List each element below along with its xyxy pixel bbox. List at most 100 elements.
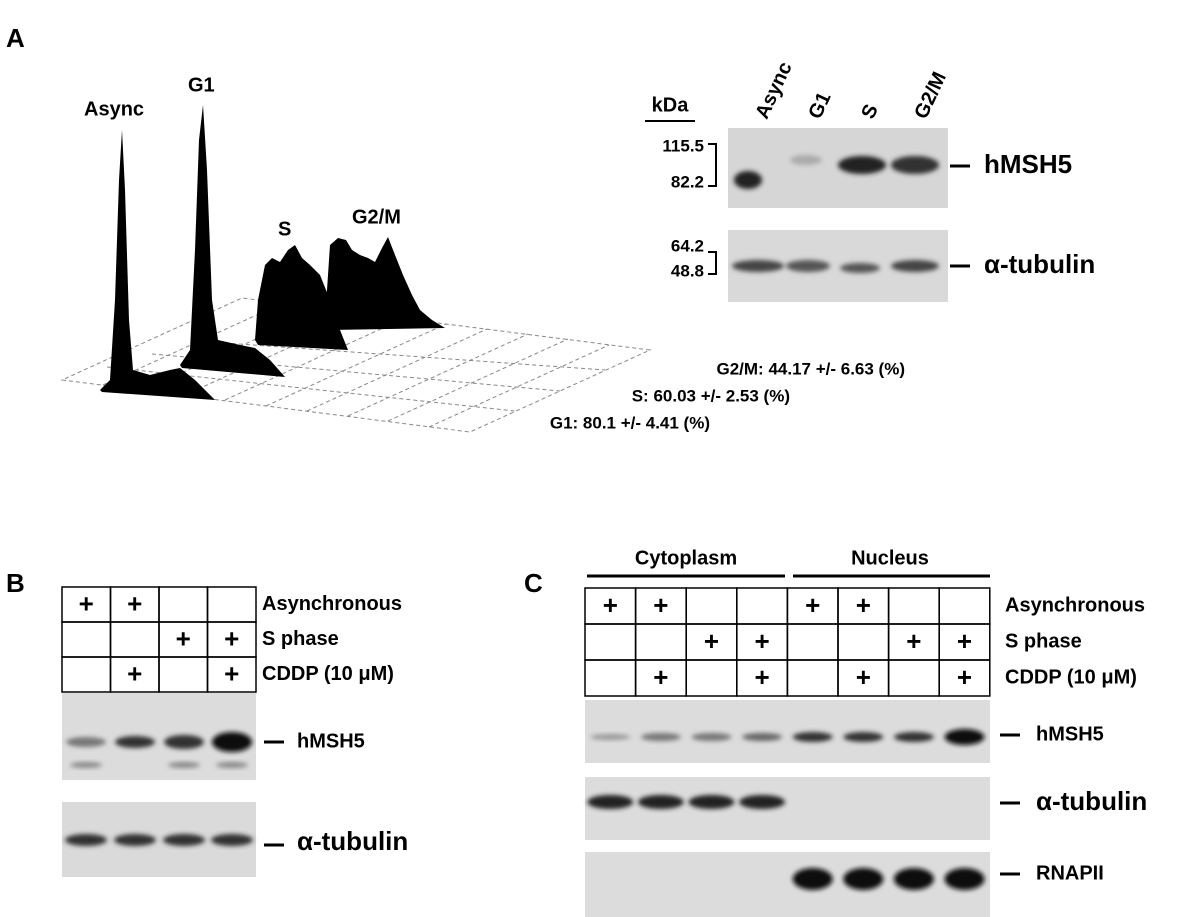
band xyxy=(65,834,107,846)
table-cell xyxy=(786,623,839,661)
band xyxy=(164,735,204,749)
blot xyxy=(585,777,990,840)
table-cell xyxy=(887,587,940,625)
plus-mark: + xyxy=(704,626,719,656)
table-cell xyxy=(61,656,112,693)
plus-mark: + xyxy=(653,590,668,620)
plus-mark: + xyxy=(957,626,972,656)
table-cell xyxy=(685,587,738,625)
band xyxy=(944,868,985,890)
plus-mark: + xyxy=(957,662,972,692)
band xyxy=(893,868,934,890)
protein-label: α-tubulin xyxy=(1036,786,1147,816)
table-cell xyxy=(837,623,890,661)
band xyxy=(587,795,634,809)
band xyxy=(944,729,985,745)
table-cell xyxy=(736,587,789,625)
band xyxy=(893,732,934,742)
plus-mark: + xyxy=(224,658,239,688)
table-cell xyxy=(158,656,209,693)
row-label: Asynchronous xyxy=(262,593,402,615)
blot xyxy=(585,700,990,763)
protein-label: α-tubulin xyxy=(297,826,408,856)
row-label: CDDP (10 μM) xyxy=(262,663,394,685)
plus-mark: + xyxy=(653,662,668,692)
protein-label: RNAPII xyxy=(1036,862,1104,884)
band xyxy=(742,733,783,741)
band xyxy=(212,732,252,752)
histogram-label: Async xyxy=(84,98,144,120)
panel-label: A xyxy=(6,23,25,53)
table-cell xyxy=(685,659,738,697)
stat-text: G1: 80.1 +/- 4.41 (%) xyxy=(550,413,710,432)
panel-label: B xyxy=(6,568,25,598)
row-label: CDDP (10 μM) xyxy=(1005,666,1137,688)
table-cell xyxy=(584,623,637,661)
band xyxy=(163,834,205,846)
protein-label: hMSH5 xyxy=(1036,723,1104,745)
plus-mark: + xyxy=(856,590,871,620)
plus-mark: + xyxy=(176,623,191,653)
band xyxy=(843,868,884,890)
table-cell xyxy=(109,621,160,658)
plus-mark: + xyxy=(805,590,820,620)
band xyxy=(843,732,884,742)
plus-mark: + xyxy=(127,588,142,618)
lane-label: Async xyxy=(751,59,796,123)
group-label: Cytoplasm xyxy=(635,547,737,569)
band xyxy=(590,734,631,740)
panel-label: C xyxy=(524,568,543,598)
row-label: Asynchronous xyxy=(1005,594,1145,616)
protein-label: α-tubulin xyxy=(984,249,1095,279)
band xyxy=(688,795,735,809)
row-label: S phase xyxy=(1005,630,1082,652)
lane-label: S xyxy=(857,101,883,122)
plus-mark: + xyxy=(856,662,871,692)
band xyxy=(115,736,155,748)
protein-label: hMSH5 xyxy=(984,149,1072,179)
table-cell xyxy=(206,586,257,623)
plus-mark: + xyxy=(79,588,94,618)
band xyxy=(168,762,200,768)
table-cell xyxy=(634,623,687,661)
bands xyxy=(732,155,939,273)
table-cell xyxy=(938,659,991,697)
band xyxy=(114,834,156,846)
stat-text: S: 60.03 +/- 2.53 (%) xyxy=(632,386,790,405)
band xyxy=(792,732,833,742)
plus-mark: + xyxy=(906,626,921,656)
group-label: Nucleus xyxy=(851,547,929,569)
band xyxy=(211,834,253,846)
table-cell xyxy=(206,656,257,693)
table-cell xyxy=(584,659,637,697)
band xyxy=(792,868,833,890)
histogram-label: G2/M xyxy=(352,206,401,228)
mw-marker: 115.5 xyxy=(662,136,704,155)
band xyxy=(640,733,681,741)
table-cell xyxy=(938,587,991,625)
band xyxy=(739,795,786,809)
mw-marker: 48.8 xyxy=(671,261,704,280)
band xyxy=(691,733,732,741)
table-cell xyxy=(887,659,940,697)
stat-text: G2/M: 44.17 +/- 6.63 (%) xyxy=(717,359,906,378)
table-cell xyxy=(158,586,209,623)
band xyxy=(66,737,106,747)
brackets xyxy=(645,120,717,275)
lane-label: G1 xyxy=(804,89,835,122)
table-cell xyxy=(61,621,112,658)
plus-mark: + xyxy=(603,590,618,620)
plus-mark: + xyxy=(755,662,770,692)
band xyxy=(637,795,684,809)
mw-marker: 64.2 xyxy=(671,236,704,255)
row-label: S phase xyxy=(262,628,339,650)
band xyxy=(70,762,102,768)
histograms xyxy=(100,105,445,400)
histogram-label: S xyxy=(278,218,291,240)
lane-label: G2/M xyxy=(910,69,951,123)
plus-mark: + xyxy=(224,623,239,653)
band xyxy=(216,762,248,768)
plus-mark: + xyxy=(127,658,142,688)
plus-mark: + xyxy=(755,626,770,656)
